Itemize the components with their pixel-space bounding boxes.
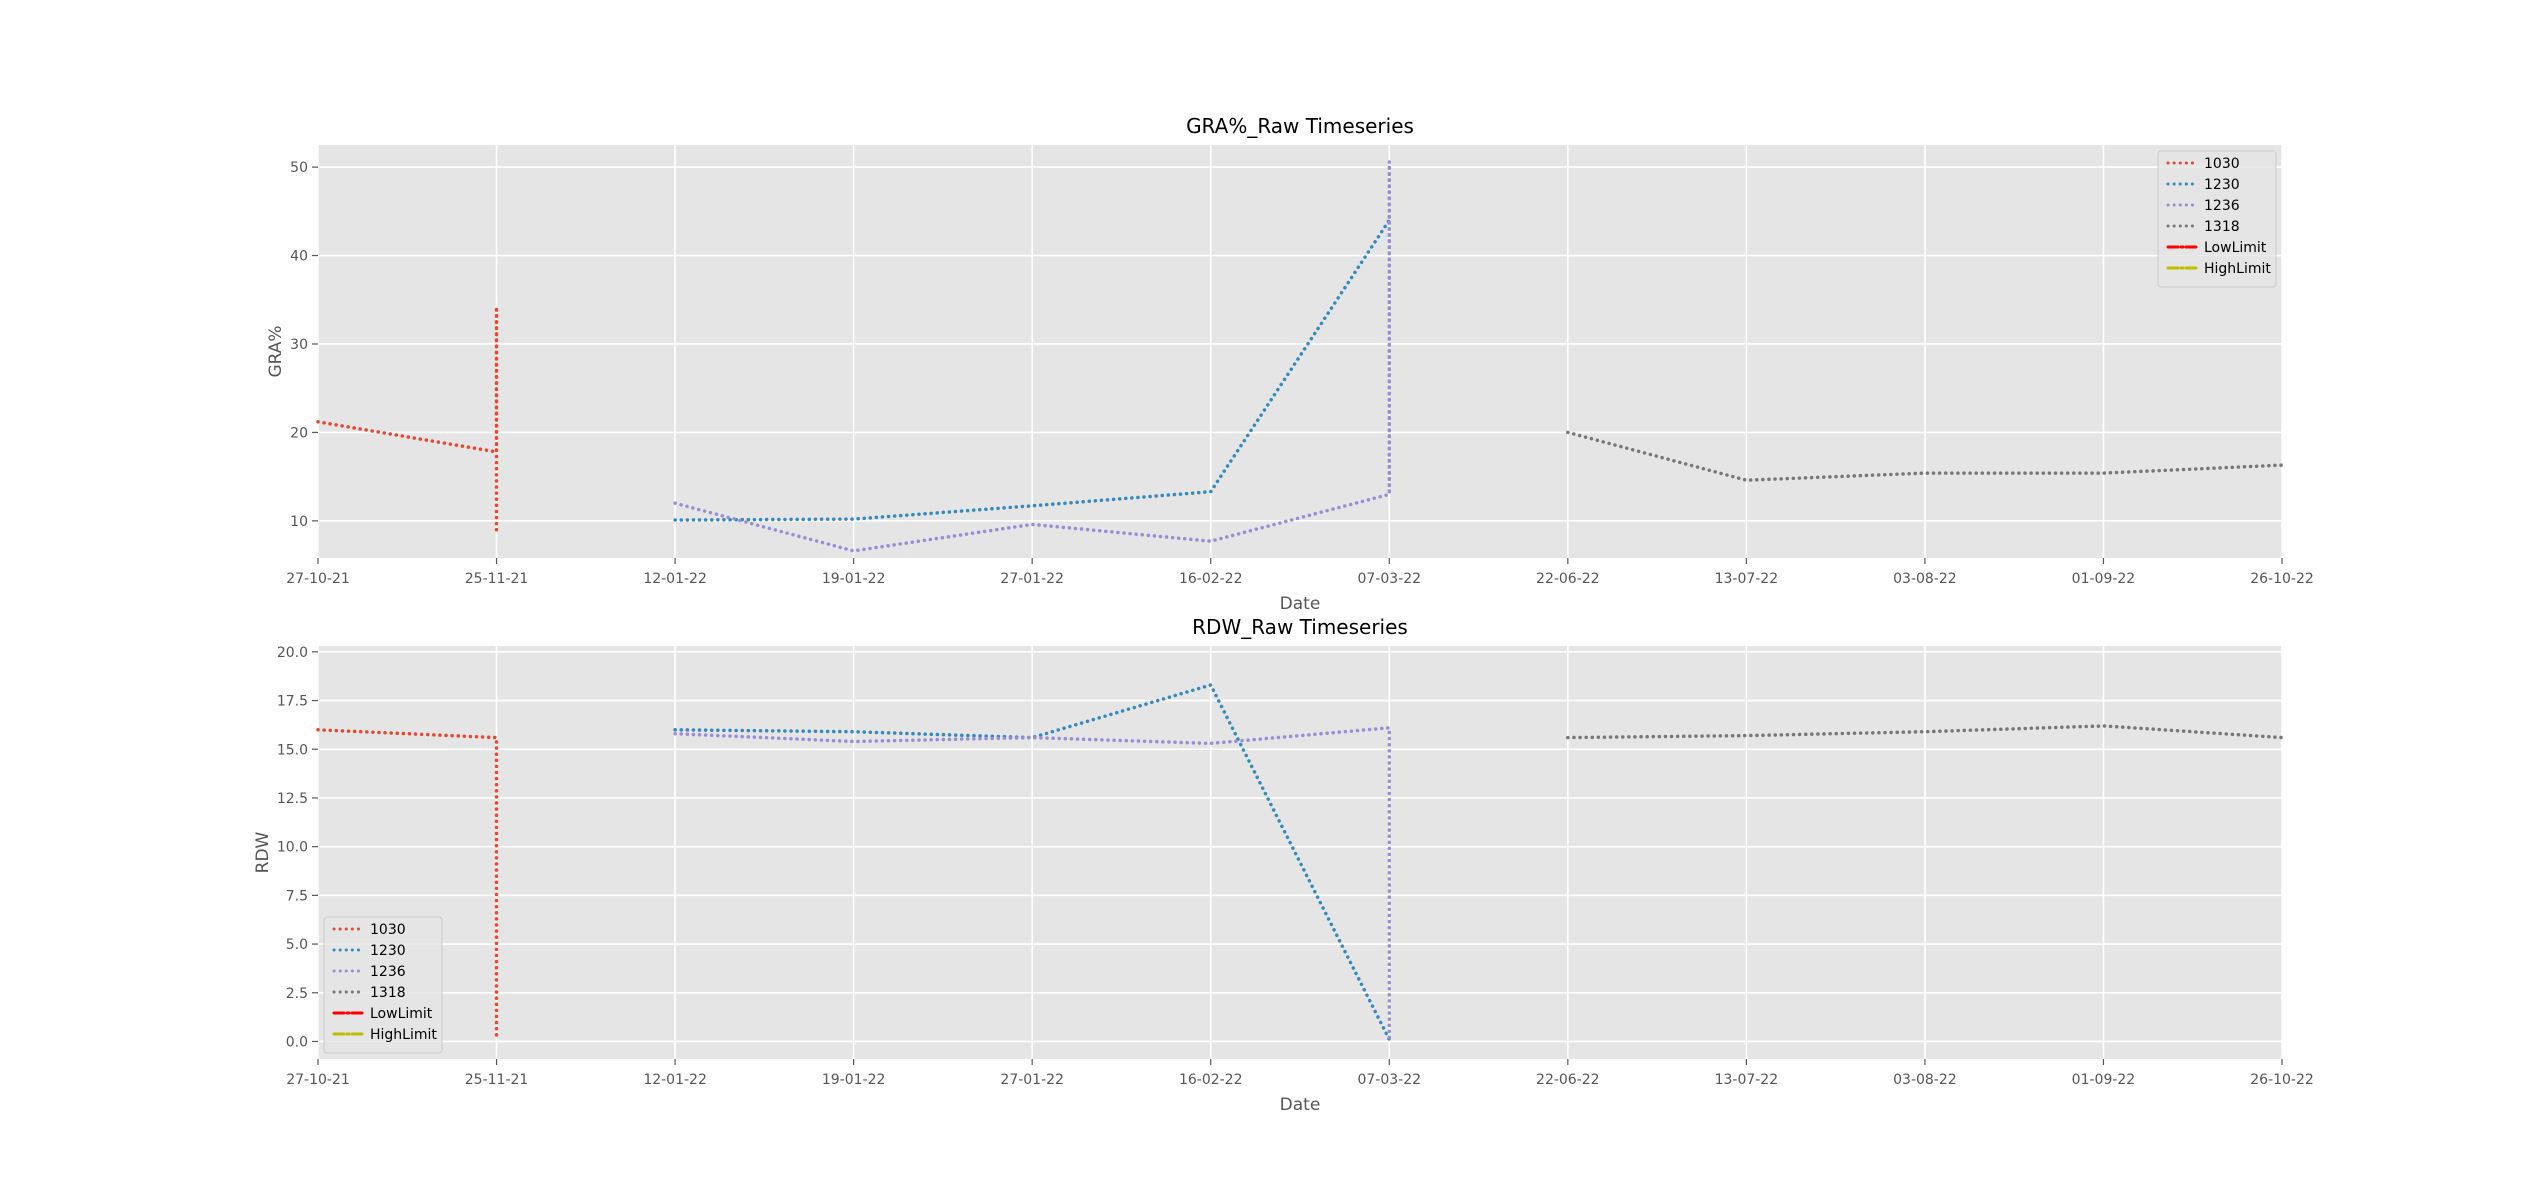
y-tick-label: 10	[290, 514, 308, 530]
legend-label-1230: 1230	[2204, 177, 2240, 193]
x-tick-label: 16-02-22	[1179, 571, 1243, 587]
legend-label-HighLimit: HighLimit	[2204, 261, 2271, 277]
y-tick-label: 5.0	[286, 937, 308, 953]
x-axis-label: Date	[1280, 594, 1321, 614]
plot-background	[318, 145, 2282, 558]
y-tick-label: 20	[290, 425, 308, 441]
series-line-1030	[316, 728, 499, 1042]
chart-title: RDW_Raw Timeseries	[1192, 615, 1408, 639]
series-line-1030	[316, 305, 499, 532]
x-axis-label: Date	[1280, 1095, 1321, 1115]
y-tick-label: 7.5	[286, 888, 308, 904]
y-tick-label: 0.0	[286, 1034, 308, 1050]
series-line-1236	[673, 160, 1392, 553]
legend-label-LowLimit: LowLimit	[370, 1006, 433, 1022]
legend: 1030 1230 1236 1318 LowLimit HighLimit	[2157, 150, 2277, 288]
x-tick-label: 19-01-22	[822, 571, 886, 587]
legend-label-1236: 1236	[370, 964, 406, 980]
x-tick-label: 13-07-22	[1715, 1072, 1779, 1088]
legend-label-1030: 1030	[370, 922, 406, 938]
x-tick-label: 27-10-21	[286, 1072, 350, 1088]
y-tick-label: 10.0	[277, 840, 308, 856]
legend: 1030 1230 1236 1318 LowLimit HighLimit	[323, 916, 443, 1054]
chart-title: GRA%_Raw Timeseries	[1186, 114, 1414, 138]
x-tick-label: 07-03-22	[1357, 1072, 1421, 1088]
legend-label-1236: 1236	[2204, 198, 2240, 214]
y-tick-label: 50	[290, 160, 308, 176]
y-axis-label: RDW	[253, 831, 273, 873]
x-tick-label: 22-06-22	[1536, 1072, 1600, 1088]
x-tick-label: 12-01-22	[643, 571, 707, 587]
chart-2: 27-10-21 25-11-21 12-01-22 19-01-22 27-01-22…	[253, 615, 2314, 1115]
x-tick-label: 27-01-22	[1000, 571, 1064, 587]
x-tick-label: 03-08-22	[1893, 1072, 1957, 1088]
y-tick-label: 17.5	[277, 694, 308, 710]
series-line-1230	[673, 218, 1392, 522]
x-tick-label: 19-01-22	[822, 1072, 886, 1088]
series-line-1230	[673, 683, 1392, 1042]
legend-label-1318: 1318	[370, 985, 406, 1001]
x-tick-label: 03-08-22	[1893, 571, 1957, 587]
legend-label-1030: 1030	[2204, 156, 2240, 172]
x-tick-label: 13-07-22	[1715, 571, 1779, 587]
legend-label-LowLimit: LowLimit	[2204, 240, 2267, 256]
y-tick-label: 2.5	[286, 986, 308, 1002]
y-tick-label: 30	[290, 337, 308, 353]
legend-label-1230: 1230	[370, 943, 406, 959]
series-line-1236	[673, 726, 1392, 1044]
y-tick-label: 20.0	[277, 645, 308, 661]
y-tick-label: 15.0	[277, 742, 308, 758]
x-tick-label: 12-01-22	[643, 1072, 707, 1088]
x-tick-label: 01-09-22	[2072, 1072, 2136, 1088]
x-tick-label: 26-10-22	[2250, 1072, 2314, 1088]
x-tick-label: 25-11-21	[465, 1072, 529, 1088]
legend-label-HighLimit: HighLimit	[370, 1027, 437, 1043]
x-tick-label: 07-03-22	[1357, 571, 1421, 587]
plot-background	[318, 646, 2282, 1059]
y-tick-label: 12.5	[277, 791, 308, 807]
series-line-1318	[1566, 430, 2284, 482]
y-axis-label: GRA%	[266, 325, 286, 377]
x-tick-label: 27-01-22	[1000, 1072, 1064, 1088]
chart-1: 27-10-21 25-11-21 12-01-22 19-01-22 27-01-22…	[266, 114, 2314, 614]
x-tick-label: 25-11-21	[465, 571, 529, 587]
x-tick-label: 26-10-22	[2250, 571, 2314, 587]
y-tick-label: 40	[290, 249, 308, 265]
legend-label-1318: 1318	[2204, 219, 2240, 235]
x-tick-label: 16-02-22	[1179, 1072, 1243, 1088]
x-tick-label: 27-10-21	[286, 571, 350, 587]
x-tick-label: 01-09-22	[2072, 571, 2136, 587]
x-tick-label: 22-06-22	[1536, 571, 1600, 587]
